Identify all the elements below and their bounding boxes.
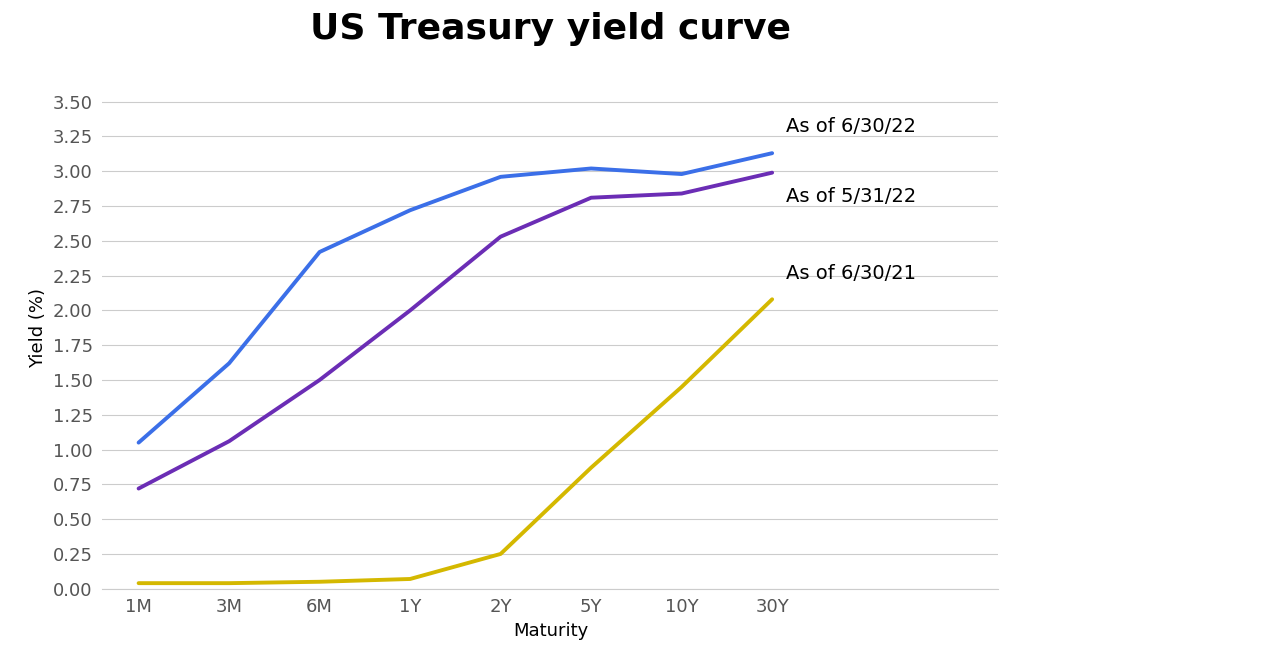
X-axis label: Maturity: Maturity [513,622,588,640]
Title: US Treasury yield curve: US Treasury yield curve [310,12,791,46]
Text: As of 6/30/21: As of 6/30/21 [786,264,915,282]
Y-axis label: Yield (%): Yield (%) [29,288,47,368]
Text: As of 5/31/22: As of 5/31/22 [786,187,916,205]
Text: As of 6/30/22: As of 6/30/22 [786,118,915,136]
